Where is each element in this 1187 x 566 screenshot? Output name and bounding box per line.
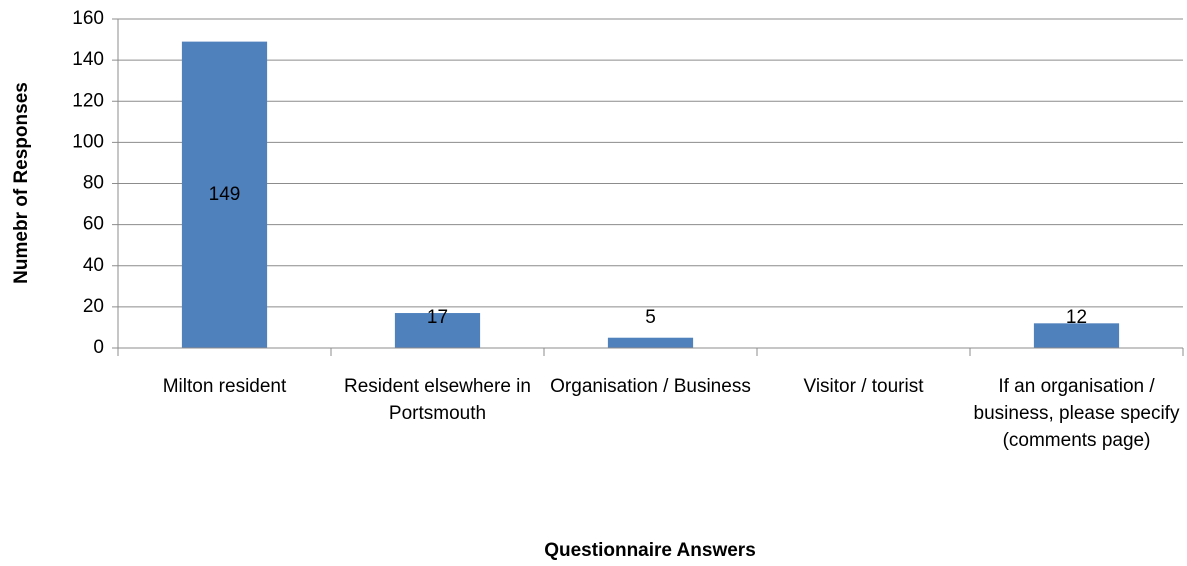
x-tick-label: If an organisation / business, please sp…: [973, 376, 1180, 451]
bar: [181, 41, 268, 349]
y-tick-label: 0: [93, 337, 104, 358]
x-tick-label: Resident elsewhere in Portsmouth: [344, 376, 531, 424]
bar: [607, 337, 694, 348]
y-tick-label: 160: [72, 8, 104, 29]
bar: [1033, 323, 1120, 348]
y-tick-label: 100: [72, 131, 104, 152]
y-tick-label: 120: [72, 90, 104, 111]
x-tick-label: Organisation / Business: [550, 376, 751, 397]
y-tick-label: 140: [72, 49, 104, 70]
bar: [394, 313, 481, 348]
x-tick-label: Milton resident: [162, 376, 287, 397]
x-axis-title: Questionnaire Answers: [544, 540, 756, 561]
y-tick-label: 20: [83, 296, 104, 317]
data-label: 149: [209, 184, 241, 205]
data-label: 5: [645, 307, 656, 328]
y-tick-label: 40: [83, 255, 104, 276]
data-label: 12: [1066, 307, 1087, 328]
x-tick-label: Visitor / tourist: [803, 376, 924, 397]
y-tick-label: 60: [83, 214, 104, 235]
data-label: 17: [427, 307, 448, 328]
y-tick-label: 80: [83, 173, 104, 194]
y-axis-title: Numebr of Responses: [11, 82, 32, 284]
